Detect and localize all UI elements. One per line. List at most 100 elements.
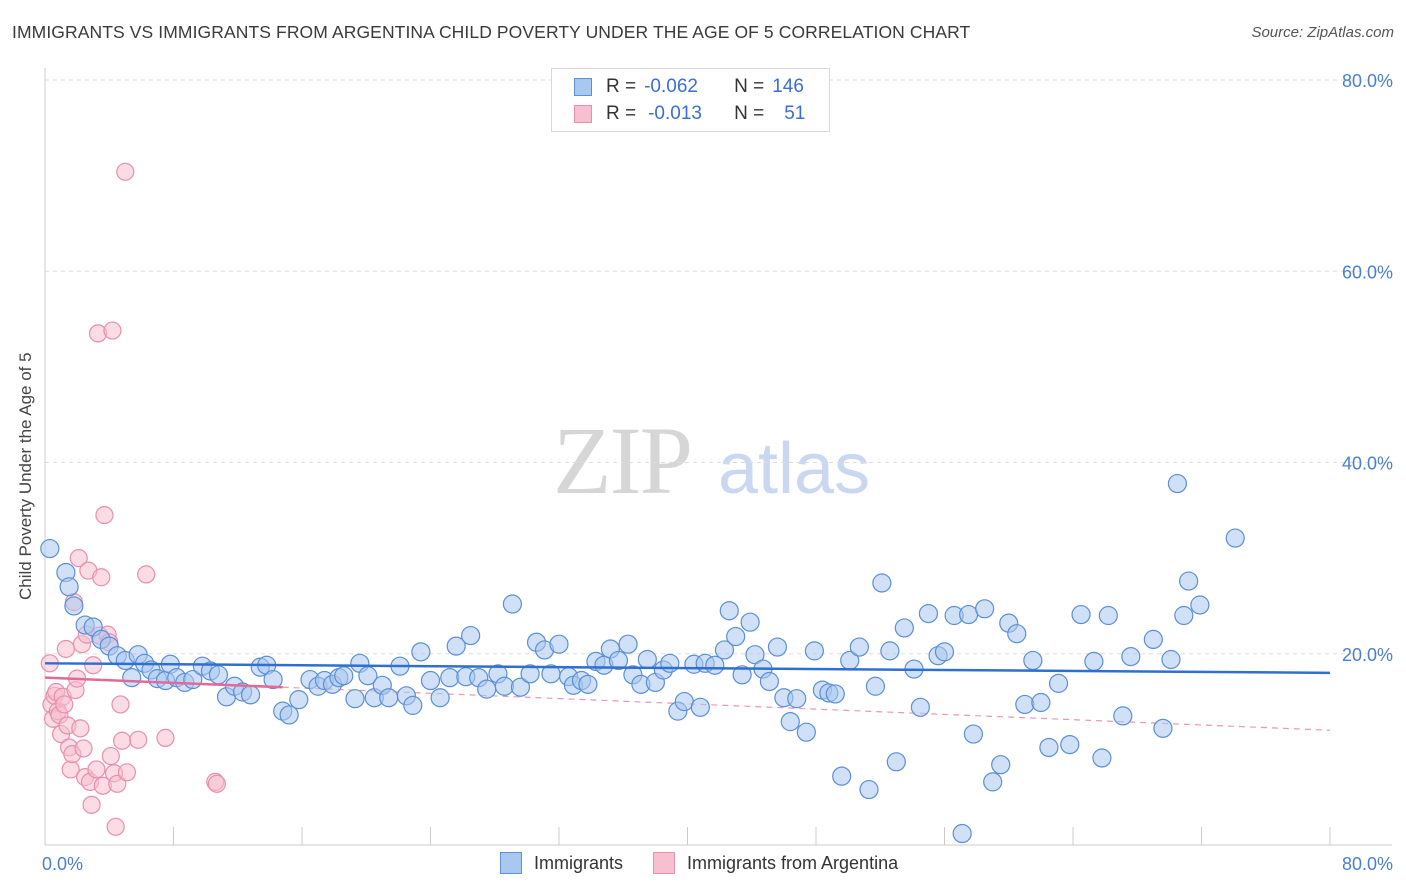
immigrants-point [40, 538, 60, 559]
series-argentina-points [40, 162, 226, 836]
argentina-point [117, 763, 137, 782]
x-tick-label-min: 0.0% [42, 854, 83, 874]
immigrants-point [872, 573, 892, 593]
immigrants-point [865, 676, 886, 696]
argentina-point [56, 639, 75, 659]
immigrants-point [660, 653, 680, 673]
stats-legend: R = -0.062 N = 146 R = -0.013 N = 51 [551, 68, 830, 132]
immigrants-point [796, 722, 816, 742]
immigrants-point [714, 640, 735, 660]
argentina-point [87, 760, 106, 779]
immigrants-point [279, 705, 299, 725]
argentina-point [207, 774, 226, 793]
x-tick-label-max: 80.0% [1342, 854, 1393, 874]
immigrants-point [494, 676, 514, 696]
immigrants-point [740, 612, 760, 632]
immigrants-point [918, 603, 939, 624]
immigrants-point [804, 641, 824, 661]
immigrants-point [1071, 604, 1091, 625]
r-value: -0.062 [644, 76, 698, 97]
n-value: 51 [784, 103, 806, 124]
y-tick-label: 60.0% [1342, 262, 1393, 282]
argentina-point [95, 505, 114, 525]
immigrants-point [963, 724, 984, 744]
r-value: -0.013 [648, 103, 702, 124]
argentina-point [116, 162, 135, 181]
immigrants-point [1060, 734, 1080, 755]
argentina-point [156, 728, 175, 748]
immigrants-point [1039, 737, 1059, 758]
argentina-swatch [653, 852, 676, 874]
immigrants-point [1225, 528, 1245, 548]
immigrants-point [705, 655, 725, 675]
immigrants-point [787, 689, 807, 709]
argentina-point [69, 549, 88, 568]
immigrants-point [461, 625, 481, 646]
tick-labels: 20.0% 40.0% 60.0% 80.0% 0.0% 80.0% [42, 71, 1393, 874]
argentina-point [103, 321, 122, 340]
series-legend: Immigrants Immigrants from Argentina [500, 852, 928, 874]
immigrants-point [934, 642, 955, 662]
immigrants-point [1121, 647, 1141, 667]
immigrants-point [1153, 718, 1173, 738]
stats-row-immigrants: R = -0.062 N = 146 [574, 75, 804, 99]
immigrants-point [1174, 605, 1194, 626]
legend-label: Immigrants from Argentina [687, 852, 899, 873]
immigrants-point [1190, 595, 1210, 615]
argentina-point [74, 739, 93, 758]
legend-item-argentina: Immigrants from Argentina [653, 852, 898, 874]
stats-row-argentina: R = -0.013 N = 51 [574, 102, 805, 126]
immigrants-point [952, 823, 972, 844]
argentina-trend-line [44, 676, 283, 689]
immigrants-point [1015, 694, 1035, 715]
immigrants-point [991, 755, 1011, 775]
grid-lines [45, 79, 1392, 655]
r-label: R = [606, 103, 637, 124]
immigrants-point [1113, 706, 1133, 726]
immigrants-point [674, 691, 694, 712]
immigrants-swatch [574, 78, 592, 96]
immigrants-point [637, 649, 657, 670]
immigrants-point [690, 697, 710, 717]
immigrants-point [759, 671, 780, 692]
argentina-point [84, 656, 103, 675]
immigrants-point [403, 695, 423, 715]
immigrants-point [880, 641, 900, 661]
watermark-atlas: atlas [718, 429, 871, 509]
immigrants-point [958, 604, 979, 625]
immigrants-point [975, 599, 995, 619]
immigrants-point [208, 665, 229, 685]
immigrants-point [122, 668, 142, 688]
immigrants-point [289, 690, 309, 710]
immigrants-point [1143, 629, 1163, 650]
argentina-point [55, 695, 74, 714]
immigrants-point [910, 697, 931, 717]
immigrants-point [745, 645, 765, 665]
immigrants-point [832, 766, 852, 786]
immigrants-point [430, 688, 450, 708]
immigrants-point [1007, 624, 1027, 644]
chart-title: IMMIGRANTS VS IMMIGRANTS FROM ARGENTINA … [12, 22, 971, 42]
immigrants-point [1161, 649, 1181, 670]
y-tick-label: 40.0% [1342, 454, 1393, 474]
immigrants-point [825, 684, 845, 704]
series-immigrants-points [40, 473, 1331, 844]
immigrants-point [241, 685, 261, 705]
immigrants-point [334, 666, 354, 686]
immigrants-point [59, 577, 79, 597]
immigrants-point [578, 674, 598, 694]
argentina-point [82, 795, 101, 814]
immigrants-point [767, 637, 788, 657]
argentina-swatch [574, 105, 592, 123]
immigrants-point [1179, 571, 1199, 591]
immigrants-point [608, 650, 629, 671]
immigrants-point [1092, 748, 1112, 768]
immigrants-point [618, 634, 638, 654]
argentina-point [92, 568, 111, 587]
n-label: N = [734, 76, 765, 97]
argentina-point [101, 746, 120, 766]
immigrants-point [719, 601, 739, 621]
r-label: R = [606, 76, 637, 97]
immigrants-point [894, 618, 914, 638]
